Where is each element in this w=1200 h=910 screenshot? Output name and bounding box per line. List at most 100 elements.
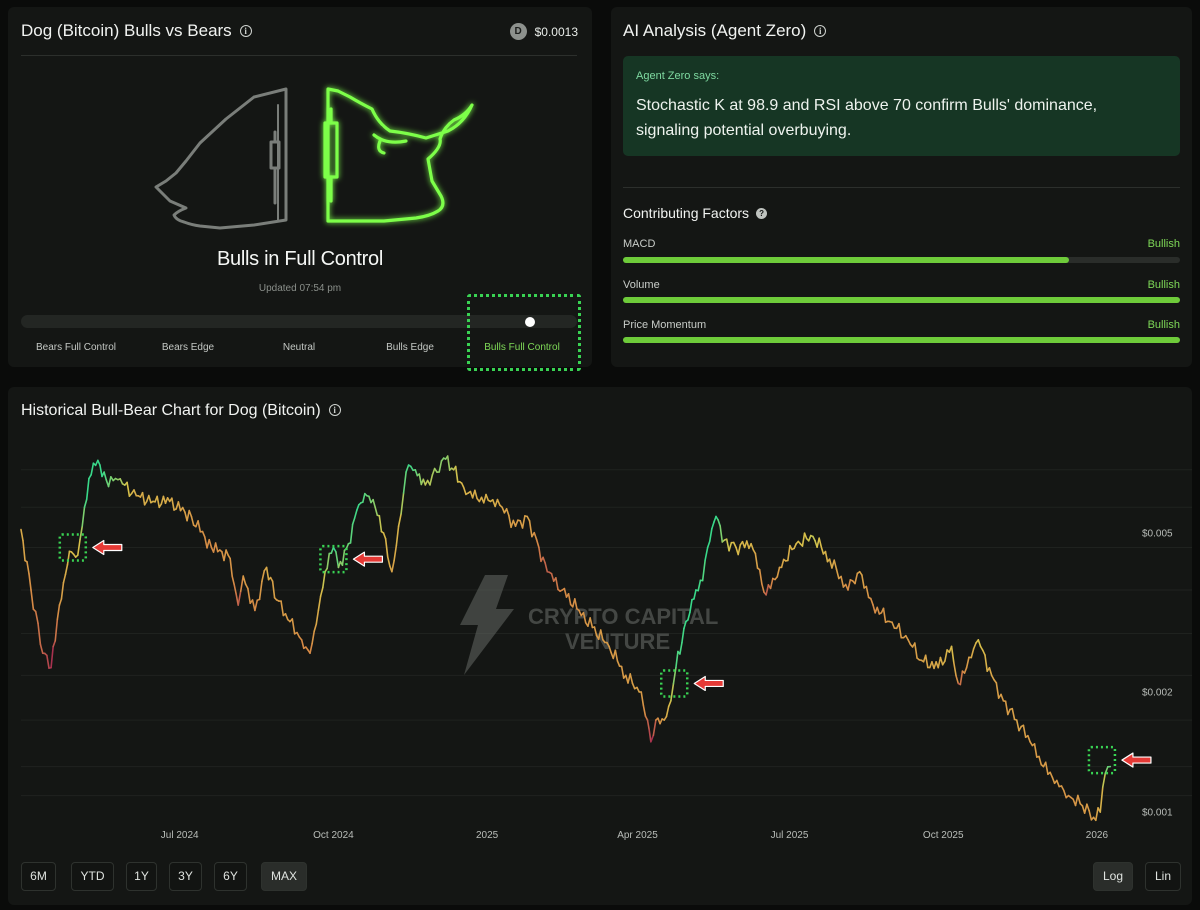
price-segment [725, 538, 730, 552]
price-segment [280, 600, 285, 617]
factor-value: Bullish [1147, 279, 1180, 291]
price-segment [646, 719, 650, 731]
price-segment [833, 559, 838, 571]
price-segment [345, 542, 350, 550]
divider [21, 55, 577, 56]
price-segment [223, 549, 227, 562]
help-icon[interactable]: ? [756, 208, 768, 219]
price-segment [990, 674, 995, 681]
range-button-6y[interactable]: 6Y [214, 862, 247, 891]
range-button-max[interactable]: MAX [261, 862, 307, 891]
y-tick-label: $0.002 [1142, 687, 1173, 698]
price-segment [719, 525, 724, 543]
price-segment [891, 621, 896, 629]
price-segment [977, 639, 982, 648]
price-segment [188, 509, 193, 518]
info-icon[interactable]: i [239, 25, 252, 37]
x-tick-label: Apr 2025 [617, 830, 658, 841]
panel-title-text: Dog (Bitcoin) Bulls vs Bears [21, 21, 232, 40]
price-segment [1086, 803, 1090, 812]
price-segment [1027, 734, 1031, 743]
coin-price: D $0.0013 [509, 23, 578, 40]
price-segment [652, 719, 657, 737]
scale-label-bulls-full: Bulls Full Control [484, 342, 560, 353]
price-segment [758, 568, 763, 585]
range-button-ytd[interactable]: YTD [71, 862, 114, 891]
price-segment [1038, 755, 1043, 766]
coin-price-value: $0.0013 [534, 24, 578, 39]
price-segment [39, 643, 44, 655]
price-segment [28, 573, 32, 591]
price-segment [133, 489, 138, 497]
price-segment [616, 660, 621, 667]
watermark-line-2: VENTURE [565, 629, 670, 654]
price-segment [237, 590, 242, 606]
factor-bar-fill [623, 337, 1180, 343]
price-segment [988, 667, 993, 677]
price-segment [356, 503, 360, 512]
scale-label-bulls-edge: Bulls Edge [386, 342, 434, 353]
factor-value: Bullish [1147, 319, 1180, 331]
factor-bar [623, 257, 1180, 263]
factor-bar [623, 337, 1180, 343]
price-segment [382, 532, 387, 540]
price-segment [578, 609, 583, 617]
scale-label-bears-edge: Bears Edge [161, 342, 215, 353]
range-button-1y[interactable]: 1Y [126, 862, 157, 891]
price-segment [231, 575, 235, 586]
price-segment [393, 544, 398, 562]
scale-button-log[interactable]: Log [1093, 862, 1133, 891]
price-segment [807, 534, 812, 542]
price-segment [944, 649, 948, 662]
price-segment [972, 642, 977, 650]
annotation-marker [58, 533, 123, 562]
price-segment [659, 718, 663, 725]
arrow-left-icon [352, 551, 384, 567]
info-icon[interactable]: i [814, 25, 827, 37]
price-segment [737, 544, 742, 556]
price-segment [528, 520, 533, 538]
price-segment [265, 566, 270, 581]
price-segment [1088, 809, 1093, 821]
price-segment [326, 552, 331, 570]
price-segment [1063, 789, 1067, 799]
price-segment [271, 580, 276, 599]
price-segment [544, 562, 549, 573]
price-segment [368, 495, 372, 504]
price-segment [181, 506, 186, 513]
annotation-marker [659, 669, 724, 698]
price-segment [405, 464, 410, 473]
price-segment [54, 618, 59, 642]
price-segment [397, 513, 402, 528]
price-segment [56, 604, 61, 621]
price-segment [322, 570, 326, 589]
x-axis: Jul 2024 Oct 2024 2025 Apr 2025 Jul 2025 Oct … [161, 830, 1109, 841]
price-segment [335, 551, 340, 569]
factor-name: MACD [623, 238, 656, 250]
price-segment [629, 673, 634, 685]
price-segment [315, 609, 320, 625]
price-segment [258, 580, 263, 601]
x-tick-label: Oct 2025 [923, 830, 964, 841]
price-segment [214, 542, 219, 553]
info-icon[interactable]: i [328, 404, 341, 416]
highlight-box [467, 294, 581, 371]
price-segment [313, 623, 318, 633]
price-segment [26, 561, 30, 575]
price-segment [780, 558, 785, 569]
price-chart[interactable]: CRYPTO CAPITAL VENTURE Jul 2024 Oct 2024 2… [8, 387, 1192, 847]
range-button-6m[interactable]: 6M [21, 862, 56, 891]
price-segment [229, 557, 233, 577]
price-segment [46, 654, 50, 669]
price-segment [37, 622, 42, 646]
price-segment [22, 539, 26, 562]
scale-button-lin[interactable]: Lin [1145, 862, 1181, 891]
price-segment [482, 493, 487, 504]
x-tick-label: Oct 2024 [313, 830, 354, 841]
price-segment [454, 465, 459, 483]
highlight-box [659, 669, 689, 698]
bull-head-icon [323, 87, 474, 223]
range-button-3y[interactable]: 3Y [169, 862, 202, 891]
price-segment [58, 598, 63, 606]
factor-value: Bullish [1147, 238, 1180, 250]
